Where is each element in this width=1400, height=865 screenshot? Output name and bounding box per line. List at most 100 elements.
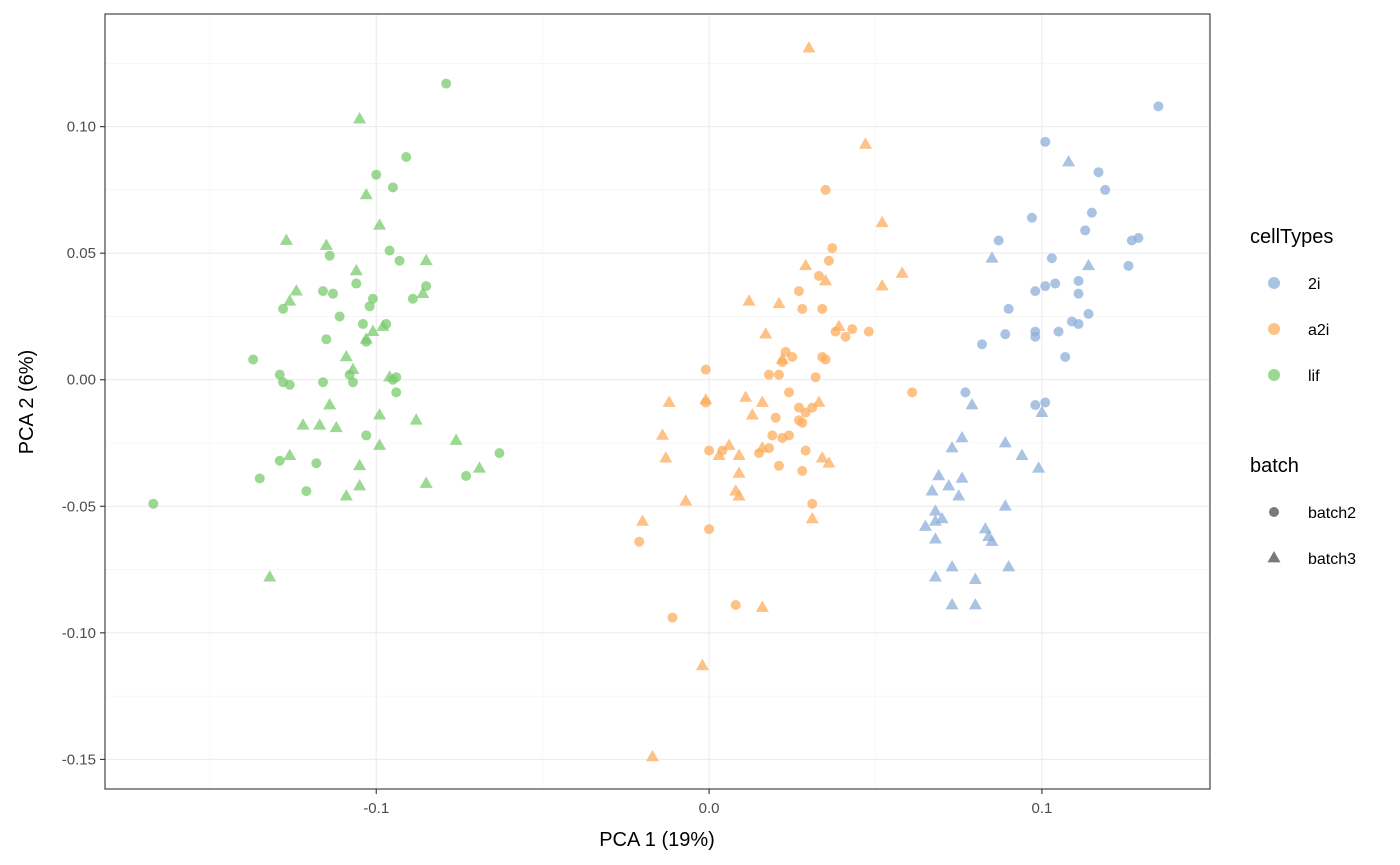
- data-point-a2i-batch3: [732, 489, 746, 501]
- data-point-2i-batch2: [1046, 253, 1057, 264]
- data-point-2i-batch3: [985, 534, 999, 547]
- data-point-2i-batch2: [1093, 167, 1104, 178]
- data-point-a2i-batch3: [679, 494, 693, 506]
- data-point-2i-batch2: [1083, 308, 1094, 319]
- data-point-a2i-batch3: [822, 456, 836, 468]
- data-point-lif-batch3: [472, 461, 486, 473]
- data-point-a2i-batch2: [700, 364, 711, 375]
- data-point-a2i-batch2: [847, 324, 858, 335]
- data-point-lif-batch3: [313, 418, 327, 430]
- data-point-a2i-batch2: [704, 524, 715, 535]
- data-point-lif-batch2: [384, 245, 395, 256]
- data-point-a2i-batch3: [775, 352, 789, 364]
- legend-label-2i: 2i: [1308, 276, 1320, 293]
- data-point-lif-batch2: [494, 448, 505, 459]
- data-point-lif-batch3: [376, 319, 390, 331]
- data-point-lif-batch2: [248, 354, 259, 365]
- data-point-lif-batch2: [274, 455, 285, 466]
- data-point-lif-batch2: [401, 152, 412, 163]
- data-point-a2i-batch2: [863, 326, 874, 337]
- data-point-2i-batch3: [942, 479, 956, 491]
- data-point-lif-batch2: [321, 334, 332, 345]
- data-point-a2i-batch2: [793, 286, 804, 297]
- data-point-2i-batch3: [1035, 405, 1049, 417]
- data-point-lif-batch3: [349, 263, 363, 276]
- data-point-a2i-batch2: [730, 599, 741, 610]
- data-point-2i-batch2: [1123, 260, 1134, 271]
- data-point-lif-batch2: [254, 473, 265, 484]
- data-point-lif-batch2: [387, 182, 398, 193]
- legend-key-a2i: [1268, 323, 1280, 335]
- data-point-lif-batch2: [311, 458, 322, 469]
- data-point-a2i-batch2: [797, 417, 808, 428]
- data-point-2i-batch2: [1030, 400, 1041, 411]
- data-point-a2i-batch3: [755, 441, 769, 453]
- plot-panel-border: [104, 13, 1211, 790]
- data-point-lif-batch2: [371, 169, 382, 180]
- data-point-a2i-batch2: [704, 445, 715, 456]
- data-point-2i-batch3: [1082, 258, 1096, 271]
- data-point-a2i-batch3: [712, 448, 726, 461]
- data-point-a2i-batch3: [815, 451, 829, 463]
- data-point-2i-batch3: [945, 597, 959, 610]
- data-point-2i-batch3: [1032, 461, 1046, 473]
- data-point-2i-batch2: [1030, 331, 1041, 342]
- data-point-a2i-batch3: [772, 296, 786, 309]
- data-point-a2i-batch2: [813, 270, 824, 281]
- data-point-a2i-batch2: [773, 460, 784, 471]
- data-point-lif-batch2: [148, 498, 159, 509]
- x-axis: -0.1 0.0 0.1: [363, 789, 1052, 817]
- legend-key-batch2: [1269, 507, 1279, 517]
- data-point-a2i-batch3: [875, 279, 889, 291]
- data-point-2i-batch3: [928, 514, 942, 526]
- data-point-lif-batch3: [373, 408, 387, 420]
- data-point-lif-batch2: [351, 278, 362, 289]
- data-point-lif-batch2: [391, 387, 402, 398]
- minor-gridlines: [105, 14, 1210, 789]
- data-point-lif-batch3: [279, 233, 293, 245]
- data-point-2i-batch2: [1040, 397, 1051, 408]
- data-point-a2i-batch3: [695, 658, 709, 671]
- data-point-a2i-batch2: [634, 536, 645, 547]
- y-tick-label: -0.05: [62, 498, 96, 515]
- data-point-lif-batch3: [289, 284, 303, 296]
- data-point-a2i-batch3: [799, 258, 813, 271]
- data-point-lif-batch3: [283, 448, 297, 461]
- data-point-a2i-batch2: [777, 432, 788, 443]
- legend-title-batch: batch: [1250, 455, 1299, 477]
- data-point-a2i-batch2: [667, 612, 678, 623]
- data-point-2i-batch2: [1026, 212, 1037, 223]
- data-point-lif-batch2: [284, 379, 295, 390]
- data-point-2i-batch2: [960, 387, 971, 398]
- legend-label-a2i: a2i: [1308, 322, 1329, 339]
- data-point-lif-batch3: [339, 489, 353, 501]
- data-point-2i-batch3: [928, 570, 942, 582]
- data-point-a2i-batch3: [812, 395, 826, 407]
- data-point-a2i-batch3: [699, 392, 713, 405]
- data-point-a2i-batch3: [662, 395, 676, 407]
- data-point-2i-batch3: [955, 430, 969, 443]
- data-point-lif-batch3: [366, 324, 380, 336]
- x-tick-label: 0.1: [1031, 800, 1052, 817]
- y-tick-label: -0.10: [62, 625, 96, 642]
- data-point-a2i-batch2: [793, 402, 804, 413]
- legend-label-lif: lif: [1308, 368, 1320, 385]
- series-2i-batch2: [960, 101, 1164, 411]
- plot-background: [105, 14, 1210, 789]
- data-point-lif-batch2: [394, 255, 405, 266]
- data-point-lif-batch3: [353, 458, 367, 471]
- data-point-a2i-batch3: [755, 395, 769, 407]
- data-point-lif-batch3: [383, 370, 397, 382]
- data-point-2i-batch2: [1080, 225, 1091, 236]
- data-point-2i-batch2: [1073, 319, 1084, 330]
- data-point-a2i-batch2: [770, 412, 781, 423]
- data-point-a2i-batch2: [767, 430, 778, 441]
- data-point-lif-batch2: [318, 286, 329, 297]
- legend-label-batch2: batch2: [1308, 505, 1356, 522]
- data-point-2i-batch3: [955, 471, 969, 483]
- data-point-lif-batch3: [409, 413, 423, 425]
- data-point-a2i-batch3: [805, 511, 819, 524]
- data-point-a2i-batch2: [823, 255, 834, 266]
- data-point-a2i-batch2: [810, 372, 821, 383]
- y-axis: -0.15 -0.10 -0.05 0.00 0.05 0.10: [62, 119, 105, 768]
